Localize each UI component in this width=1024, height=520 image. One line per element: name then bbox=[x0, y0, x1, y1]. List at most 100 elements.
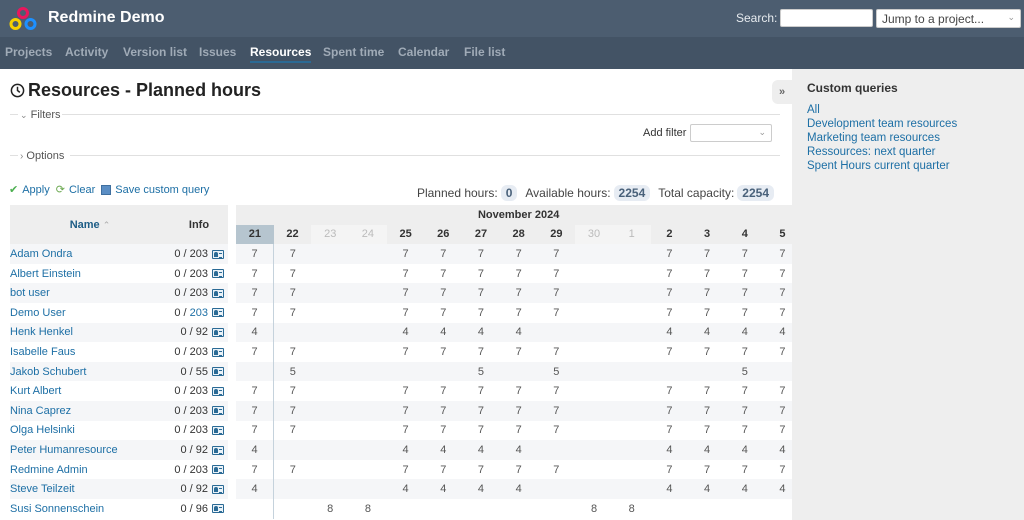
vcard-icon[interactable] bbox=[212, 504, 224, 514]
main-menu: Projects Activity Version list Issues Re… bbox=[0, 37, 1024, 69]
user-name-link[interactable]: Peter Humanresource bbox=[10, 440, 170, 460]
hours-cell: 7 bbox=[386, 302, 425, 323]
query-link-next-quarter[interactable]: Ressources: next quarter bbox=[807, 146, 936, 158]
apply-button[interactable]: ✔ Apply bbox=[9, 183, 50, 197]
tab-spent-time[interactable]: Spent time bbox=[323, 45, 385, 59]
jump-to-project-select[interactable]: Jump to a project... ⌄ bbox=[876, 9, 1021, 28]
hours-cell bbox=[311, 420, 350, 441]
vcard-icon[interactable] bbox=[212, 425, 224, 435]
user-name-link[interactable]: Susi Sonnenschein bbox=[10, 498, 170, 519]
hours-cell: 7 bbox=[386, 283, 425, 303]
tab-projects[interactable]: Projects bbox=[5, 45, 53, 59]
options-toggle[interactable]: › Options bbox=[20, 150, 64, 162]
user-name-link[interactable]: Nina Caprez bbox=[10, 400, 170, 421]
sidebar-toggle-button[interactable]: » bbox=[772, 80, 792, 104]
user-name-link[interactable]: Redmine Admin bbox=[10, 459, 170, 480]
vcard-icon[interactable] bbox=[212, 249, 224, 259]
planned-hours: 0 bbox=[174, 385, 181, 398]
table-row: Albert Einstein 0 / 203 7 7 7 7 7 7 7 7 7 7 7 bbox=[10, 263, 802, 284]
hours-cell: 4 bbox=[462, 322, 500, 343]
user-name-link[interactable]: Adam Ondra bbox=[10, 244, 170, 264]
app-title[interactable]: Redmine Demo bbox=[48, 9, 165, 26]
hours-summary: 0 / 203 bbox=[170, 263, 208, 284]
filters-toggle[interactable]: ⌄ Filters bbox=[20, 109, 61, 121]
user-name-link[interactable]: Steve Teilzeit bbox=[10, 479, 170, 499]
day-header-2: 2 bbox=[650, 224, 689, 245]
hours-cell: 4 bbox=[763, 479, 802, 499]
page-title: Resources - Planned hours bbox=[10, 80, 261, 101]
hours-cell: 7 bbox=[499, 342, 538, 362]
tab-file-list[interactable]: File list bbox=[464, 45, 506, 59]
hours-summary: 0 / 203 bbox=[170, 420, 208, 441]
hours-cell: 5 bbox=[462, 361, 500, 382]
save-query-button[interactable]: Save custom query bbox=[101, 184, 209, 196]
hours-cell: 7 bbox=[236, 263, 275, 284]
vcard-icon[interactable] bbox=[212, 269, 224, 279]
user-name-link[interactable]: Isabelle Faus bbox=[10, 342, 170, 362]
user-name-link[interactable]: Jakob Schubert bbox=[10, 361, 170, 382]
vcard-icon[interactable] bbox=[212, 367, 224, 377]
hours-cell: 7 bbox=[537, 244, 576, 264]
planned-hours: 0 bbox=[174, 345, 181, 358]
available-hours[interactable]: 203 bbox=[189, 306, 208, 319]
tab-resources[interactable]: Resources bbox=[250, 45, 312, 63]
table-row: Redmine Admin 0 / 203 7 7 7 7 7 7 7 7 7 7 7 bbox=[10, 459, 802, 480]
vcard-cell bbox=[208, 361, 228, 382]
name-column-header[interactable]: Name ⌃ bbox=[10, 205, 170, 245]
hours-cell bbox=[311, 263, 350, 284]
available-hours: 92 bbox=[195, 483, 208, 496]
vcard-icon[interactable] bbox=[212, 406, 224, 416]
user-name-link[interactable]: Albert Einstein bbox=[10, 263, 170, 284]
vcard-icon[interactable] bbox=[212, 308, 224, 318]
hours-cell bbox=[349, 244, 387, 264]
user-name-link[interactable]: Olga Helsinki bbox=[10, 420, 170, 441]
hours-cell: 7 bbox=[273, 420, 312, 441]
hours-cell bbox=[349, 440, 387, 460]
tab-activity[interactable]: Activity bbox=[65, 45, 109, 59]
table-row: bot user 0 / 203 7 7 7 7 7 7 7 7 7 7 7 bbox=[10, 283, 802, 303]
hours-cell: 7 bbox=[537, 342, 576, 362]
vcard-icon[interactable] bbox=[212, 445, 224, 455]
redmine-logo-icon[interactable] bbox=[9, 7, 37, 31]
reload-icon: ⟳ bbox=[55, 184, 65, 196]
hours-cell: 4 bbox=[236, 479, 275, 499]
query-actions: ✔ Apply ⟳ Clear Save custom query bbox=[9, 183, 209, 197]
hours-cell: 7 bbox=[424, 381, 463, 401]
hours-cell: 7 bbox=[725, 244, 764, 264]
query-link-spent-hours[interactable]: Spent Hours current quarter bbox=[807, 160, 950, 172]
hours-cell: 4 bbox=[499, 322, 538, 343]
vcard-icon[interactable] bbox=[212, 386, 224, 396]
column-gap bbox=[228, 381, 236, 401]
user-name-link[interactable]: Kurt Albert bbox=[10, 381, 170, 401]
query-link-all[interactable]: All bbox=[807, 104, 820, 116]
user-name-link[interactable]: bot user bbox=[10, 283, 170, 303]
tab-version-list[interactable]: Version list bbox=[123, 45, 188, 59]
hours-cell bbox=[311, 322, 350, 343]
hours-cell: 7 bbox=[537, 459, 576, 480]
user-name-link[interactable]: Demo User bbox=[10, 302, 170, 323]
search-input[interactable] bbox=[780, 9, 873, 27]
query-link-development-team[interactable]: Development team resources bbox=[807, 118, 958, 130]
planned-hours-label: Planned hours: bbox=[416, 186, 498, 200]
hours-cell bbox=[688, 361, 726, 382]
info-column-header: Info bbox=[170, 205, 228, 245]
hours-cell bbox=[311, 302, 350, 323]
vcard-icon[interactable] bbox=[212, 465, 224, 475]
hours-cell: 8 bbox=[575, 498, 613, 519]
vcard-icon[interactable] bbox=[212, 288, 224, 298]
hours-cell: 7 bbox=[688, 420, 726, 441]
hours-cell: 4 bbox=[763, 322, 802, 343]
vcard-icon[interactable] bbox=[212, 484, 224, 494]
tab-calendar[interactable]: Calendar bbox=[398, 45, 450, 59]
vcard-icon[interactable] bbox=[212, 327, 224, 337]
hours-summary: 0 / 203 bbox=[170, 302, 208, 323]
hours-cell: 4 bbox=[688, 440, 726, 460]
hours-separator: / bbox=[180, 424, 190, 437]
vcard-icon[interactable] bbox=[212, 347, 224, 357]
add-filter-select[interactable]: ⌄ bbox=[690, 124, 772, 142]
user-name-link[interactable]: Henk Henkel bbox=[10, 322, 170, 343]
hours-separator: / bbox=[180, 247, 190, 260]
tab-issues[interactable]: Issues bbox=[199, 45, 237, 59]
query-link-marketing-team[interactable]: Marketing team resources bbox=[807, 132, 940, 144]
clear-button[interactable]: ⟳ Clear bbox=[55, 183, 96, 197]
